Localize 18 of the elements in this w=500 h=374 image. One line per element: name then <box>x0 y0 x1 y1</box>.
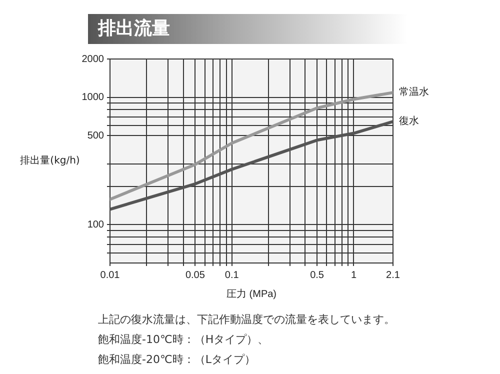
x-tick-label: 1 <box>350 270 357 281</box>
text: 上記の復水流量は、下記作動温度での流量を表しています。 <box>98 312 395 328</box>
chart-title: 排出流量 <box>88 14 408 44</box>
series-label: 常温水 <box>399 86 429 98</box>
x-axis-title: 圧力 (MPa) <box>226 288 276 300</box>
y-axis-title: 排出量(kg/h) <box>20 154 80 167</box>
x-tick-label: 0.1 <box>224 270 240 281</box>
y-tick-label: 100 <box>87 219 104 230</box>
y-tick-label: 500 <box>87 130 104 142</box>
text: 飽和温度-20℃時：（Lタイプ） <box>98 352 256 368</box>
x-tick-label: 2.1 <box>386 270 400 281</box>
x-tick-label: 0.05 <box>185 270 206 281</box>
y-tick-label: 2000 <box>82 54 104 65</box>
text: 飽和温度-10℃時：（Hタイプ）、 <box>98 332 270 348</box>
x-tick-label: 0.5 <box>310 270 324 281</box>
series-label: 復水 <box>399 115 419 128</box>
y-tick-label: 1000 <box>82 92 104 104</box>
x-tick-label: 0.01 <box>100 270 120 281</box>
